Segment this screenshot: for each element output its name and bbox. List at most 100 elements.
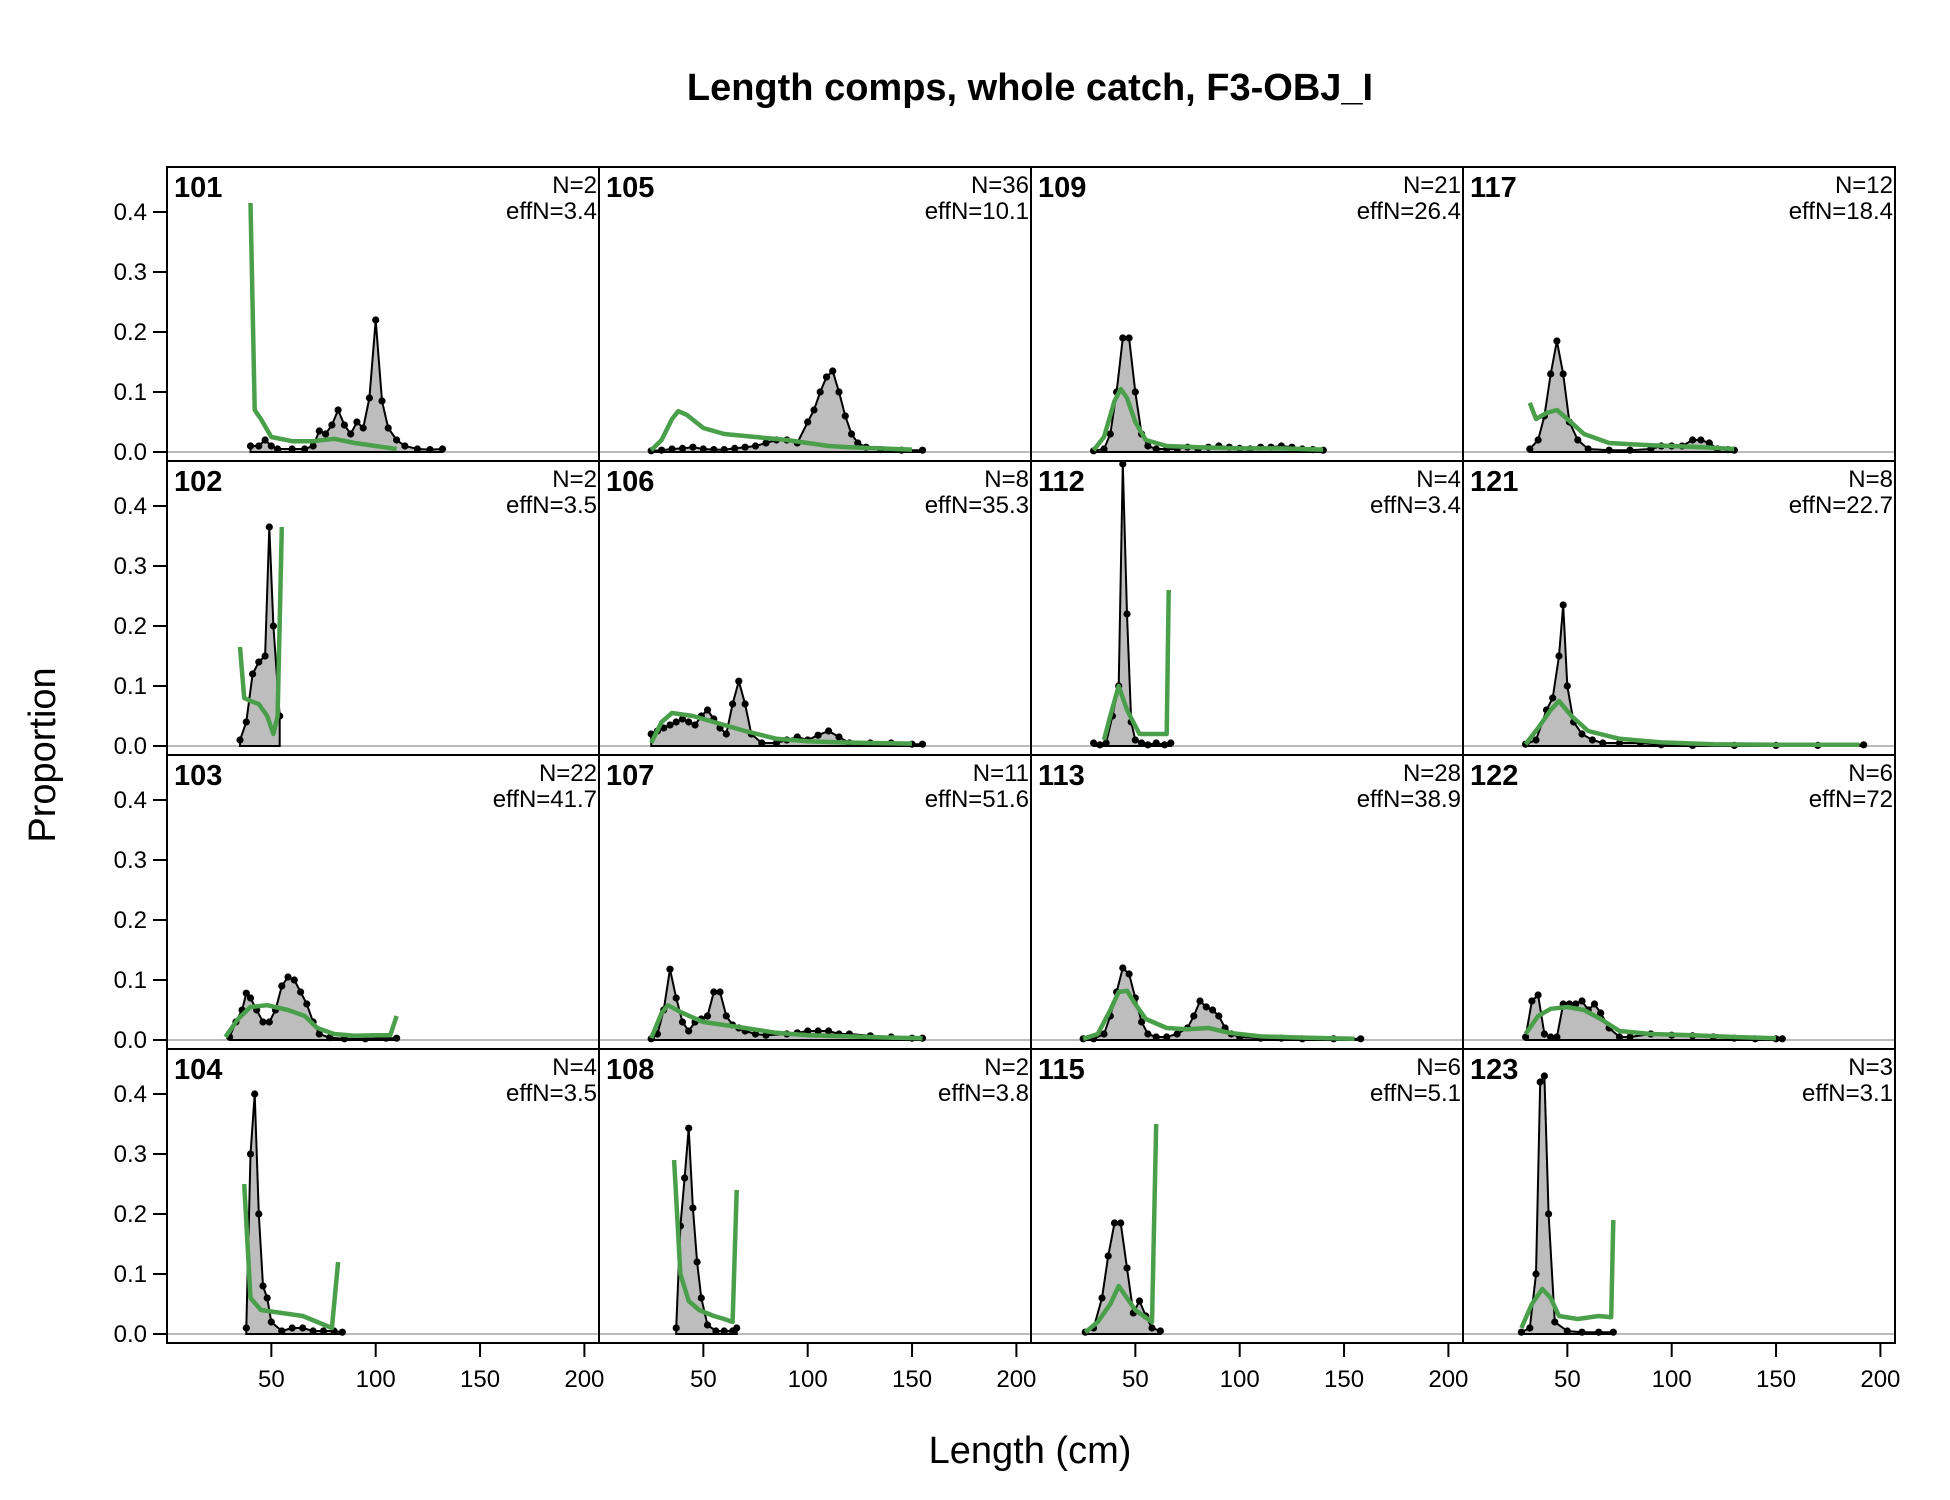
observed-point	[1144, 1030, 1152, 1038]
observed-point	[678, 1018, 687, 1026]
observed-point	[685, 718, 693, 726]
panel-effn: effN=26.4	[1357, 198, 1461, 225]
observed-point	[741, 443, 749, 451]
observed-point	[1100, 1030, 1108, 1038]
observed-point	[340, 421, 348, 429]
observed-point	[1110, 1219, 1119, 1227]
panel-effn: effN=35.3	[925, 492, 1029, 519]
panel-label: 106	[606, 466, 654, 498]
chart-title: Length comps, whole catch, F3-OBJ_I	[687, 67, 1373, 109]
observed-area	[249, 319, 444, 453]
y-tick-label: 0.0	[114, 733, 147, 760]
observed-point	[735, 677, 743, 685]
observed-point	[1559, 601, 1567, 609]
observed-point	[1526, 1324, 1534, 1332]
panel-n: N=28	[1403, 760, 1461, 787]
expected-line	[649, 710, 913, 746]
panel-n: N=3	[1848, 1054, 1893, 1081]
panel-label: 102	[174, 466, 222, 498]
observed-point	[359, 424, 367, 432]
panel-label: 115	[1038, 1054, 1085, 1086]
panel-n: N=2	[552, 172, 597, 199]
observed-point	[1156, 1327, 1164, 1335]
panel-n: N=6	[1848, 760, 1893, 787]
panel-effn: effN=3.4	[506, 198, 597, 225]
observed-point	[699, 445, 707, 453]
observed-point	[685, 1027, 693, 1035]
panel-n: N=2	[552, 466, 597, 493]
panel-label: 117	[1470, 172, 1517, 204]
observed-point	[246, 1150, 255, 1158]
observed-point	[1123, 610, 1131, 618]
y-axis-title: Proportion	[22, 667, 64, 842]
observed-point	[804, 418, 812, 426]
observed-point	[1572, 1000, 1580, 1008]
observed-point	[1605, 446, 1613, 454]
observed-point	[1522, 1033, 1530, 1041]
x-tick-label: 150	[460, 1366, 500, 1393]
x-tick-label: 150	[892, 1366, 932, 1393]
observed-point	[672, 1324, 680, 1332]
expected-line	[241, 1183, 341, 1331]
panel-n: N=4	[552, 1054, 597, 1081]
panel-effn: effN=72	[1809, 786, 1893, 813]
observed-point	[720, 1327, 728, 1335]
observed-point	[681, 1174, 689, 1182]
observed-point	[1697, 436, 1705, 444]
observed-point	[1131, 736, 1139, 744]
observed-point	[1689, 436, 1697, 444]
panel-n: N=36	[971, 172, 1029, 199]
observed-point	[1102, 739, 1110, 747]
panel-effn: effN=5.1	[1370, 1080, 1461, 1107]
y-tick-label: 0.1	[114, 673, 147, 700]
x-tick-label: 150	[1324, 1366, 1364, 1393]
observed-point	[393, 1034, 401, 1042]
panel-label: 112	[1038, 466, 1085, 498]
x-tick-label: 200	[1428, 1366, 1468, 1393]
x-tick-label: 200	[996, 1366, 1036, 1393]
observed-point	[267, 1318, 275, 1326]
observed-point	[1125, 334, 1133, 342]
observed-point	[668, 445, 676, 453]
y-tick-label: 0.4	[114, 787, 147, 814]
observed-point	[1202, 1003, 1210, 1011]
observed-point	[290, 976, 298, 984]
observed-point	[1578, 730, 1586, 738]
observed-point	[1144, 442, 1152, 450]
observed-point	[263, 1294, 271, 1302]
observed-point	[353, 418, 361, 426]
observed-point	[751, 442, 760, 450]
observed-point	[678, 715, 687, 723]
panel-n: N=4	[1416, 466, 1461, 493]
observed-point	[249, 670, 257, 678]
panel-n: N=6	[1416, 1054, 1461, 1081]
observed-point	[1609, 1328, 1617, 1336]
observed-point	[1563, 1327, 1571, 1335]
axes-group: 0.0 0.1 0.2 0.3 0.4 0.0 0.1 0.2 0.3 0.4 0.0 0.1 0.2 0…	[114, 199, 1901, 1393]
panel-effn: effN=22.7	[1789, 492, 1893, 519]
observed-point	[1532, 736, 1540, 744]
observed-point	[814, 1027, 822, 1035]
observed-point	[758, 739, 766, 747]
observed-point	[269, 622, 277, 630]
observed-point	[278, 1327, 286, 1335]
observed-point	[319, 1327, 328, 1335]
x-tick-label: 100	[788, 1366, 828, 1393]
panel-n: N=22	[539, 760, 597, 787]
observed-point	[672, 994, 680, 1002]
observed-point	[751, 1030, 760, 1038]
observed-point	[426, 446, 434, 454]
observed-point	[1595, 1328, 1603, 1336]
y-tick-label: 0.2	[114, 613, 147, 640]
observed-point	[1578, 1328, 1586, 1336]
observed-point	[1161, 741, 1169, 749]
observed-point	[720, 446, 728, 454]
